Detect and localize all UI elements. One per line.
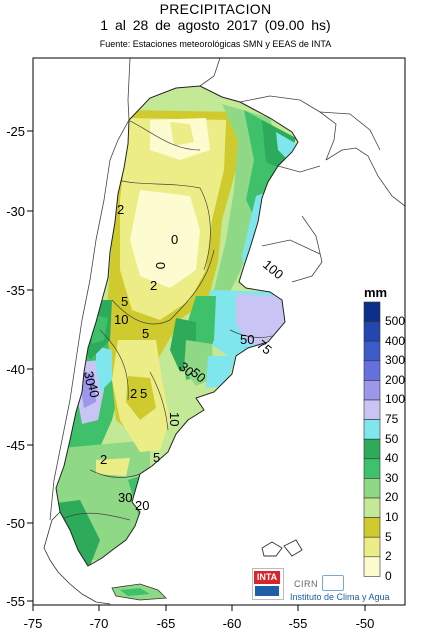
y-tick-label: -45 bbox=[6, 438, 25, 453]
x-axis-ticks: -75 -70 -65 -60 -55 -50 bbox=[24, 605, 375, 631]
legend-swatch bbox=[363, 321, 381, 342]
legend-label: 300 bbox=[385, 353, 406, 368]
legend-label: 2 bbox=[385, 549, 392, 564]
contour-label: 5 bbox=[140, 386, 147, 401]
contour-label: 5 bbox=[121, 294, 128, 309]
legend-label: 100 bbox=[385, 392, 406, 407]
inta-logo-text: INTA bbox=[254, 571, 280, 584]
contour-label: 0 bbox=[171, 232, 178, 247]
contour-lines bbox=[59, 119, 287, 521]
map-source: Fuente: Estaciones meteorológicas SMN y … bbox=[99, 39, 332, 49]
contour-label: 2 bbox=[150, 278, 157, 293]
x-tick-label: -60 bbox=[223, 616, 242, 631]
country-borders bbox=[49, 58, 405, 521]
legend-unit: mm bbox=[364, 285, 388, 300]
contour-label: 2 bbox=[117, 202, 124, 217]
contour-label: 2 bbox=[100, 452, 107, 467]
contour-label: 40 bbox=[85, 382, 102, 399]
cirn-logo-icon bbox=[322, 575, 344, 591]
legend-label: 400 bbox=[385, 333, 406, 348]
y-tick-label: -55 bbox=[6, 594, 25, 609]
legend-label: 0 bbox=[385, 568, 392, 583]
contour-label: 0 bbox=[153, 262, 168, 269]
legend-colorbar bbox=[363, 301, 381, 577]
legend-swatch bbox=[363, 438, 381, 460]
legend-swatch bbox=[363, 497, 381, 518]
contour-label: 10 bbox=[114, 312, 128, 327]
contour-label: 10 bbox=[167, 412, 182, 426]
contour-label: 30 bbox=[81, 370, 98, 387]
map-title: PRECIPITACION bbox=[159, 1, 272, 17]
legend-label: 10 bbox=[385, 510, 399, 524]
islas-malvinas bbox=[261, 539, 303, 557]
x-tick-label: -65 bbox=[157, 616, 176, 631]
legend-label: 75 bbox=[385, 412, 399, 426]
contour-label: 20 bbox=[135, 498, 149, 513]
x-tick-label: -75 bbox=[24, 616, 43, 631]
y-tick-label: -50 bbox=[6, 516, 25, 531]
contour-label: 5 bbox=[153, 450, 160, 465]
legend-label: 40 bbox=[385, 451, 399, 466]
legend-swatch bbox=[363, 360, 381, 381]
legend-swatch bbox=[363, 478, 381, 499]
y-tick-label: -30 bbox=[6, 204, 25, 219]
x-tick-label: -70 bbox=[90, 616, 109, 631]
y-tick-label: -35 bbox=[6, 283, 25, 298]
y-tick-label: -25 bbox=[6, 124, 25, 139]
contour-label: 5 bbox=[142, 326, 149, 341]
legend-swatch bbox=[363, 301, 381, 322]
map-period: 1 al 28 de agosto 2017 (09.00 hs) bbox=[100, 17, 331, 33]
legend-label: 200 bbox=[385, 372, 406, 387]
y-axis-ticks: -25 -30 -35 -40 -45 -50 -55 bbox=[6, 124, 33, 609]
x-tick-label: -50 bbox=[356, 616, 375, 631]
legend-label: 20 bbox=[385, 490, 399, 505]
legend-label: 5 bbox=[385, 529, 392, 544]
inta-logo-wave bbox=[255, 586, 279, 596]
cirn-subtitle: Instituto de Clima y Agua bbox=[290, 592, 390, 602]
legend-swatch bbox=[363, 458, 381, 479]
contour-label: 30 bbox=[118, 490, 132, 505]
legend-label: 500 bbox=[385, 314, 406, 328]
contour-label: 2 bbox=[130, 386, 137, 401]
legend-swatch bbox=[363, 517, 381, 538]
legend-swatch bbox=[363, 419, 381, 440]
legend-swatch bbox=[363, 380, 381, 401]
x-tick-label: -55 bbox=[289, 616, 308, 631]
map-frame bbox=[32, 57, 406, 606]
cirn-logo-text: CIRN bbox=[294, 579, 318, 589]
legend-swatch bbox=[363, 340, 381, 362]
legend-label: 30 bbox=[385, 470, 399, 485]
contour-label: 50 bbox=[240, 332, 254, 347]
legend-swatch bbox=[363, 556, 381, 577]
y-tick-label: -40 bbox=[6, 362, 25, 377]
legend-swatch bbox=[363, 536, 381, 558]
legend-label: 50 bbox=[385, 431, 399, 446]
legend-swatch bbox=[363, 399, 381, 420]
